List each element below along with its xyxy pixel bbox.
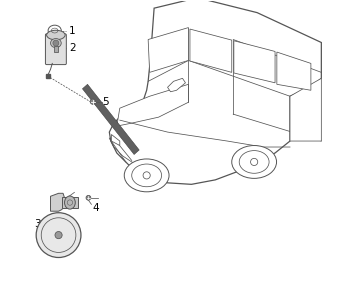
Circle shape (55, 232, 62, 239)
Ellipse shape (124, 159, 169, 192)
Polygon shape (83, 84, 139, 154)
Ellipse shape (47, 30, 65, 40)
Bar (54, 46, 58, 52)
Polygon shape (111, 134, 120, 146)
Polygon shape (168, 78, 186, 92)
Polygon shape (190, 29, 232, 72)
Circle shape (53, 40, 59, 46)
FancyBboxPatch shape (46, 34, 66, 64)
Ellipse shape (51, 38, 61, 48)
Polygon shape (109, 0, 321, 184)
Text: 2: 2 (69, 44, 76, 53)
Polygon shape (51, 193, 65, 211)
Circle shape (251, 158, 258, 166)
Polygon shape (290, 78, 321, 141)
Polygon shape (277, 52, 311, 90)
Circle shape (90, 99, 95, 104)
Text: 5: 5 (102, 97, 108, 106)
Ellipse shape (65, 196, 75, 209)
Circle shape (36, 213, 81, 257)
Text: 1: 1 (69, 26, 76, 36)
Polygon shape (234, 41, 275, 83)
Circle shape (86, 195, 91, 200)
Bar (61, 197, 78, 208)
Polygon shape (148, 28, 188, 72)
Ellipse shape (48, 25, 61, 36)
Circle shape (143, 172, 150, 179)
Text: 3: 3 (34, 219, 41, 229)
Text: 4: 4 (93, 203, 99, 213)
Ellipse shape (232, 146, 276, 178)
Polygon shape (117, 84, 188, 126)
